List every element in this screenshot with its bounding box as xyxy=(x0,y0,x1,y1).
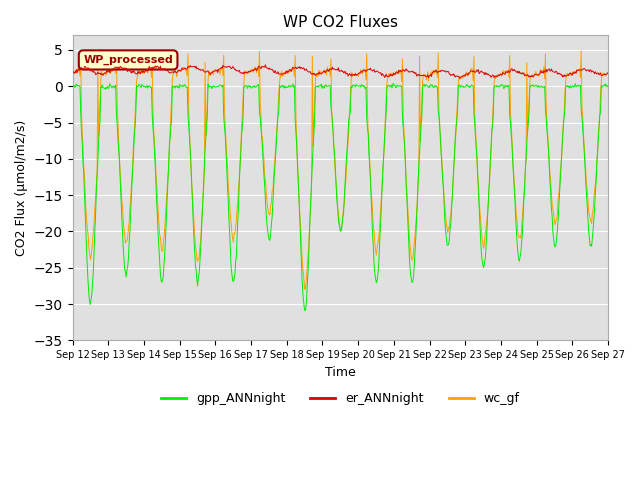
wc_gf xyxy=(604,69,612,75)
wc_gf xyxy=(68,73,76,79)
gpp_ANNnight xyxy=(78,141,86,146)
gpp_ANNnight xyxy=(68,83,76,88)
gpp_ANNnight xyxy=(216,82,224,88)
er_ANNnight xyxy=(134,71,141,77)
gpp_ANNnight xyxy=(301,308,308,313)
gpp_ANNnight xyxy=(390,81,397,86)
er_ANNnight xyxy=(78,66,86,72)
Y-axis label: CO2 Flux (μmol/m2/s): CO2 Flux (μmol/m2/s) xyxy=(15,120,28,256)
er_ANNnight xyxy=(188,64,196,70)
wc_gf xyxy=(422,72,429,78)
Line: wc_gf: wc_gf xyxy=(72,51,608,289)
er_ANNnight xyxy=(216,66,224,72)
Title: WP CO2 Fluxes: WP CO2 Fluxes xyxy=(283,15,398,30)
wc_gf xyxy=(301,287,308,292)
gpp_ANNnight xyxy=(604,84,612,90)
gpp_ANNnight xyxy=(422,82,430,87)
Line: gpp_ANNnight: gpp_ANNnight xyxy=(72,84,608,311)
X-axis label: Time: Time xyxy=(325,366,356,379)
gpp_ANNnight xyxy=(407,272,415,277)
gpp_ANNnight xyxy=(134,84,141,90)
wc_gf xyxy=(188,180,196,186)
wc_gf xyxy=(78,130,86,135)
wc_gf xyxy=(216,72,224,77)
Line: er_ANNnight: er_ANNnight xyxy=(72,65,608,79)
er_ANNnight xyxy=(406,69,413,74)
wc_gf xyxy=(577,48,585,54)
Text: WP_processed: WP_processed xyxy=(83,55,173,65)
er_ANNnight xyxy=(68,71,76,77)
er_ANNnight xyxy=(422,73,429,79)
wc_gf xyxy=(406,241,413,247)
er_ANNnight xyxy=(604,70,612,76)
wc_gf xyxy=(134,74,141,80)
er_ANNnight xyxy=(456,76,463,82)
Legend: gpp_ANNnight, er_ANNnight, wc_gf: gpp_ANNnight, er_ANNnight, wc_gf xyxy=(156,387,525,410)
gpp_ANNnight xyxy=(188,181,196,187)
er_ANNnight xyxy=(262,62,269,68)
